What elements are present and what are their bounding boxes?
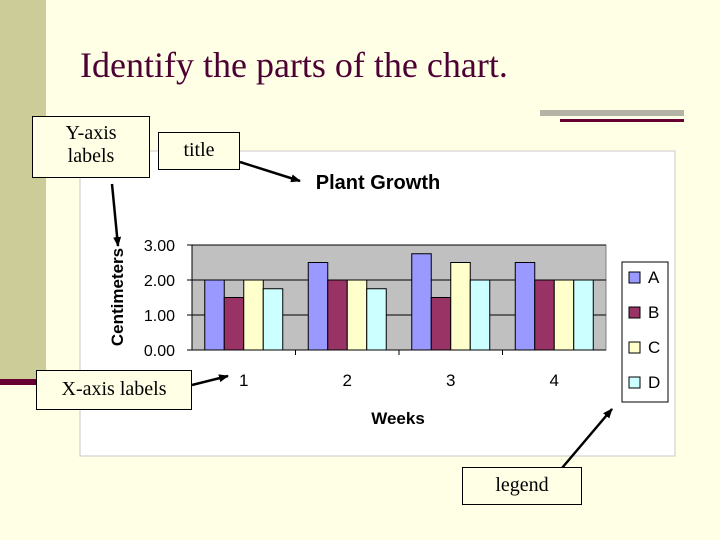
y-tick-label: 0.00 [144,343,175,360]
x-tick-label: 2 [343,371,352,390]
decorative-rule-right-maroon [560,119,684,122]
bar-C-week-1 [243,279,264,351]
chart-title: Plant Growth [316,172,440,194]
legend-label-A: A [648,268,660,287]
callout-legend: legend [462,467,582,505]
bar-D-week-1 [262,288,284,351]
callout-title: title [158,132,240,170]
callout-x-axis-labels: X-axis labels [36,370,192,410]
arrow-title [239,160,301,183]
x-axis-title: Weeks [371,409,425,428]
legend-swatch-A [628,271,641,284]
legend-label-B: B [648,303,659,322]
bar-D-week-4 [573,279,594,351]
callout-y-axis-line-2: labels [67,145,115,167]
bar-A-week-4 [514,262,536,351]
bar-C-week-3 [450,262,471,351]
axes: 0.00 1.00 2.00 3.00 1 2 3 4 [144,238,606,390]
x-tick-label: 3 [446,371,455,390]
bar-B-week-2 [327,279,348,351]
legend-label-C: C [648,338,660,357]
bar-A-week-2 [307,262,329,351]
x-tick-label: 1 [239,371,248,390]
side-decoration-band [0,0,46,382]
legend-label-D: D [648,373,660,392]
decorative-rule-left [0,379,46,385]
callout-y-axis-line-1: Y-axis [65,122,117,144]
y-tick-label: 1.00 [144,308,175,325]
slide-title: Identify the parts of the chart. [80,45,508,85]
bar-B-week-3 [430,297,452,351]
legend-swatch-B [628,306,641,319]
legend-swatch-C [628,341,641,354]
callout-y-axis-labels: Y-axis labels [32,116,150,178]
bar-B-week-4 [534,279,555,351]
y-axis-title: Centimeters [108,248,127,346]
x-tick-label: 4 [550,371,559,390]
bar-A-week-1 [204,279,225,351]
bar-D-week-2 [366,288,387,351]
y-tick-label: 2.00 [144,273,175,290]
y-tick-label: 3.00 [144,238,175,255]
bar-A-week-3 [411,253,432,351]
bar-D-week-3 [469,279,491,351]
bar-C-week-4 [553,279,575,351]
bars [204,253,594,351]
decorative-rule-right-grey [540,110,684,116]
bar-C-week-2 [346,279,368,351]
legend-swatch-D [628,376,641,389]
arrow-y-labels [110,183,122,247]
arrow-legend [561,408,613,469]
bar-B-week-1 [223,297,245,351]
arrow-x-labels [191,374,229,387]
